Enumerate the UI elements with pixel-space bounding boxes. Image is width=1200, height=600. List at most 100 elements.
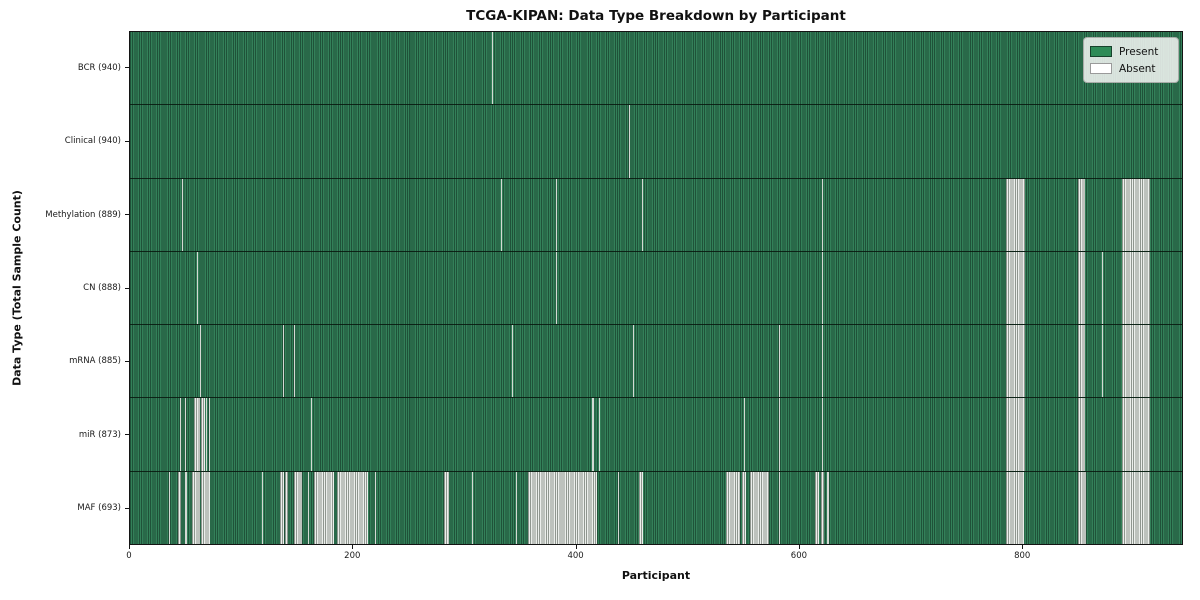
absent-stripe	[820, 471, 825, 544]
absent-stripe	[726, 471, 740, 544]
y-tick-label-methylation: Methylation (889)	[45, 209, 121, 220]
absent-stripe	[182, 178, 184, 251]
absent-stripe	[822, 325, 824, 398]
absent-stripe	[815, 471, 819, 544]
absent-stripe	[261, 471, 263, 544]
absent-stripe	[284, 471, 289, 544]
x-axis-label: Participant	[621, 569, 691, 582]
absent-stripe	[527, 471, 597, 544]
legend: Present Absent	[1083, 37, 1179, 83]
absent-stripe	[209, 398, 211, 471]
legend-label: Present	[1119, 45, 1159, 58]
legend-item-absent: Absent	[1090, 60, 1170, 77]
y-tick-label-bcr: BCR (940)	[77, 62, 121, 73]
x-tick-mark	[129, 545, 130, 549]
y-tick-mark	[125, 434, 129, 436]
absent-swatch-icon	[1090, 63, 1112, 74]
absent-stripe	[744, 398, 746, 471]
x-tick-mark	[352, 545, 354, 549]
y-tick-label-clinical: Clinical (940)	[64, 136, 121, 147]
x-tick-mark	[575, 545, 577, 549]
chart-title: TCGA-KIPAN: Data Type Breakdown by Parti…	[466, 8, 846, 24]
absent-stripe	[196, 251, 198, 325]
absent-stripe	[778, 325, 780, 398]
absent-stripe	[822, 398, 824, 471]
heatmap-row-bcr	[130, 32, 1182, 106]
x-tick-label: 600	[790, 551, 808, 561]
y-tick-label-cn: CN (888)	[83, 283, 121, 293]
absent-stripe	[1101, 251, 1103, 325]
absent-stripe	[201, 471, 211, 544]
y-tick-mark	[125, 287, 129, 289]
absent-stripe	[192, 471, 201, 544]
legend-item-present: Present	[1090, 43, 1170, 60]
absent-stripe	[639, 471, 643, 544]
absent-stripe	[193, 398, 201, 471]
absent-stripe	[1078, 178, 1086, 251]
absent-stripe	[641, 178, 643, 251]
heatmap-row-methylation	[130, 178, 1182, 252]
x-tick-label: 800	[1014, 551, 1031, 561]
absent-stripe	[492, 32, 494, 105]
absent-stripe	[293, 471, 302, 544]
absent-stripe	[1101, 325, 1103, 398]
absent-stripe	[741, 471, 747, 544]
absent-stripe	[501, 178, 503, 251]
y-tick-label-mir: miR (873)	[78, 429, 121, 440]
absent-stripe	[375, 471, 377, 544]
absent-stripe	[555, 251, 557, 325]
absent-stripe	[472, 471, 474, 544]
absent-stripe	[177, 471, 182, 544]
y-tick-mark	[125, 67, 129, 69]
present-swatch-icon	[1090, 46, 1112, 57]
absent-stripe	[184, 471, 187, 544]
absent-stripe	[592, 398, 594, 471]
heatmap-row-maf	[130, 471, 1182, 544]
absent-stripe	[1005, 251, 1025, 325]
absent-stripe	[1078, 251, 1086, 325]
absent-stripe	[1078, 471, 1087, 544]
y-tick-label-mrna: mRNA (885)	[69, 356, 121, 367]
y-tick-label-maf: MAF (693)	[77, 503, 121, 514]
heatmap-row-cn	[130, 251, 1182, 326]
absent-stripe	[184, 398, 186, 471]
absent-stripe	[1078, 325, 1086, 398]
absent-stripe	[749, 471, 769, 544]
absent-stripe	[1078, 398, 1086, 471]
absent-stripe	[1121, 251, 1150, 325]
y-tick-mark	[125, 360, 129, 362]
x-tick-label: 400	[567, 551, 584, 561]
absent-stripe	[169, 471, 171, 544]
absent-stripe	[515, 471, 517, 544]
absent-stripe	[632, 325, 634, 398]
absent-stripe	[1005, 325, 1025, 398]
x-tick-label: 200	[344, 551, 361, 561]
absent-stripe	[1005, 398, 1025, 471]
absent-stripe	[205, 398, 207, 471]
absent-stripe	[293, 325, 295, 398]
absent-stripe	[280, 471, 284, 544]
absent-stripe	[822, 251, 824, 325]
absent-stripe	[826, 471, 829, 544]
absent-stripe	[778, 398, 780, 471]
absent-stripe	[629, 105, 631, 178]
absent-stripe	[282, 325, 284, 398]
absent-stripe	[337, 471, 369, 544]
absent-stripe	[1121, 178, 1150, 251]
absent-stripe	[313, 471, 334, 544]
x-tick-label: 0	[126, 551, 132, 561]
absent-stripe	[180, 398, 182, 471]
heatmap-row-mrna	[130, 325, 1182, 399]
legend-label: Absent	[1119, 62, 1156, 75]
y-tick-mark	[125, 140, 129, 142]
absent-stripe	[778, 471, 780, 544]
absent-stripe	[1005, 178, 1025, 251]
absent-stripe	[512, 325, 514, 398]
absent-stripe	[1121, 398, 1150, 471]
absent-stripe	[555, 178, 557, 251]
x-tick-mark	[1022, 545, 1024, 549]
absent-stripe	[310, 398, 312, 471]
absent-stripe	[444, 471, 449, 544]
absent-stripe	[1121, 325, 1150, 398]
